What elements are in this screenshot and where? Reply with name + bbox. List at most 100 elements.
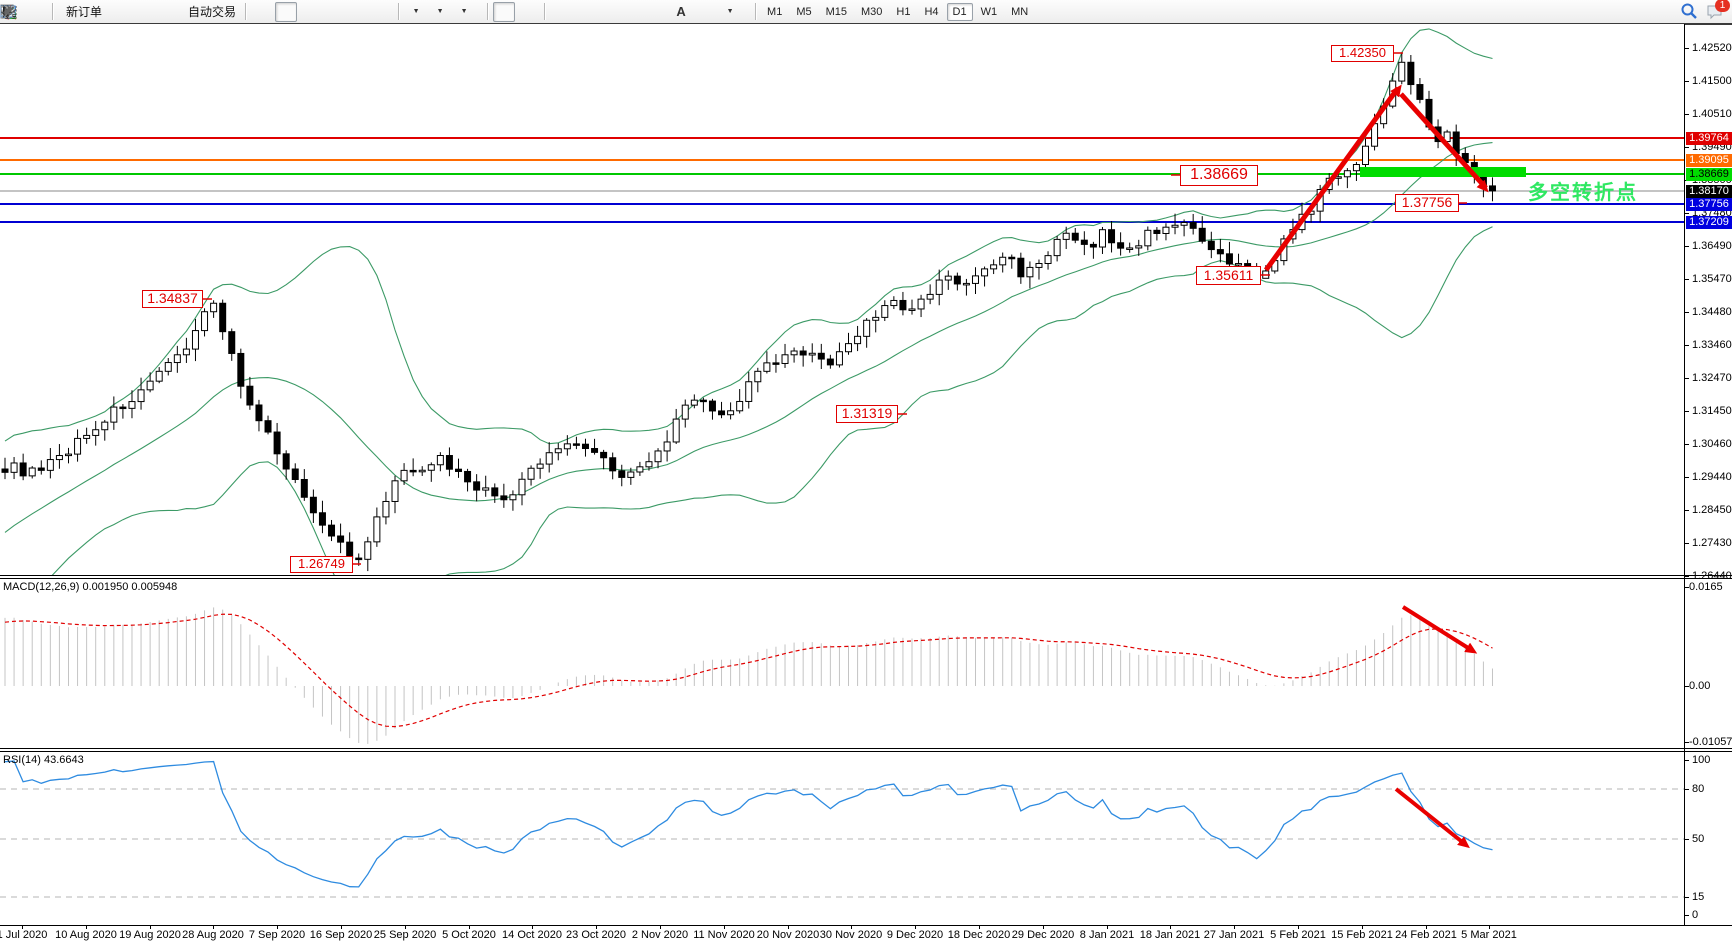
candle [1035,262,1043,268]
price-annotation-1.35611[interactable]: 1.35611 [1196,266,1261,285]
timeframe-button-W1[interactable]: W1 [980,5,998,18]
chart-preview-icon[interactable] [0,2,47,22]
candle [808,352,816,356]
search-button[interactable] [1681,1,1703,21]
date-label: 16 Sep 2020 [309,929,373,941]
price-annotation-1.34837[interactable]: 1.34837 [142,290,203,308]
candle [627,471,635,478]
candle [935,279,943,295]
fibonacci-tool[interactable]: E [1,2,644,22]
timeframe-button-D1[interactable]: D1 [946,2,973,21]
crosshair-tool-button[interactable] [1,2,539,22]
signals-icon[interactable] [2,2,178,22]
date-axis[interactable]: 1 Jul 2020 10 Aug 2020 19 Aug 2020 28 Aug 2… [0,926,1732,942]
candle [581,443,589,450]
periods-clock-button[interactable]: ▼ [1,2,450,22]
bar-chart-mode-button[interactable] [2,2,273,22]
candle [826,358,834,366]
candle [999,256,1007,266]
timeframe-button-H4[interactable]: H4 [924,5,939,18]
price-annotation-1.31319[interactable]: 1.31319 [836,405,898,423]
date-tick [979,926,980,929]
date-label: 27 Jan 2021 [1203,929,1265,941]
tile-windows-button[interactable] [1,2,393,22]
candle [482,487,490,491]
candle [1126,247,1134,250]
indicators-button[interactable]: ▼ [0,2,426,22]
profile-icon[interactable] [1,2,130,22]
price-annotation-1.26749[interactable]: 1.26749 [290,556,353,573]
date-tick [405,926,406,929]
candle [1235,263,1243,266]
notifications-button[interactable]: 1 [1705,0,1730,21]
date-tick [1170,926,1171,929]
zoom-in-button[interactable] [1,2,345,22]
text-tool[interactable]: A [676,4,686,19]
candle [64,453,72,457]
timeframe-button-MN[interactable]: MN [1011,5,1029,18]
candle [1071,232,1079,241]
grid-tool[interactable]: F [1,2,668,22]
candle [355,557,363,561]
templates-button[interactable]: ▼ [0,2,474,22]
price-annotation-1.38669[interactable]: 1.38669 [1180,165,1258,186]
rsi-scale-label: 80 [1692,783,1705,795]
candle [409,469,417,473]
trend_down-arrow[interactable] [1399,92,1489,193]
new-order-button[interactable]: 新订单 [1,2,106,22]
cursor-tool-button[interactable] [3,1,516,22]
chevron-down-icon: ▼ [436,8,444,15]
candle [373,516,381,543]
candle [863,319,871,337]
candle [1362,145,1369,166]
candle [890,299,898,307]
autotrade-button[interactable]: 自动交易 [0,2,240,22]
candle [1352,164,1360,172]
macd-indicator-chart[interactable] [0,579,1684,748]
timeframe-button-M30[interactable]: M30 [861,5,883,18]
bb-middle-band[interactable] [4,142,1493,533]
candle [681,404,689,420]
candle [527,467,535,480]
main-price-chart[interactable] [0,24,1684,577]
timeframe-group: M1 M5 M15 M30 H1 H4 D1 W1 MN [760,2,1035,21]
trend_up-arrow[interactable] [1263,84,1402,272]
arrows-tool[interactable]: ▼ [4,2,740,22]
panel-separator[interactable] [0,575,1732,579]
candle-chart-mode-button[interactable] [2,1,298,22]
date-label: 24 Feb 2021 [1395,929,1457,941]
panel-separator[interactable] [0,748,1732,752]
rsi-indicator-chart[interactable] [0,752,1684,925]
candle [518,478,526,496]
text-label-tool[interactable]: T [1,2,716,22]
rsi-down-arrow[interactable] [1394,787,1470,849]
bb-upper-band[interactable] [4,28,1493,445]
timeframe-button-M5[interactable]: M5 [796,5,812,18]
date-tick [213,926,214,929]
price-axis[interactable]: 1.425201.415001.405101.394901.385001.374… [1684,24,1732,926]
timeframe-button-M1[interactable]: M1 [767,5,783,18]
vertical-line-tool[interactable] [5,2,572,22]
timeframe-button-M15[interactable]: M15 [825,5,847,18]
timeframe-button-H1[interactable]: H1 [896,5,911,18]
axis-tick [1685,587,1689,588]
candle [781,354,789,364]
macd-signal-line[interactable] [4,613,1493,728]
candle [908,308,916,311]
price-annotation-1.42350[interactable]: 1.42350 [1331,45,1394,62]
community-icon[interactable] [2,2,154,22]
macd-down-arrow[interactable] [1401,605,1478,654]
axis-tick [1685,510,1689,511]
zoom-out-button[interactable] [1,2,369,22]
trendline-tool[interactable] [1,2,620,22]
candle [382,500,390,518]
line-chart-mode-button[interactable] [0,2,321,22]
candle [990,264,998,270]
price-annotation-1.37756[interactable]: 1.37756 [1395,194,1459,212]
date-label: 28 Aug 2020 [182,929,244,941]
horizontal-line-tool[interactable] [1,2,596,22]
rsi-scale-label: 15 [1692,891,1705,903]
support-zone-bar[interactable] [1360,167,1526,177]
rsi-line[interactable] [4,760,1493,888]
date-label: 15 Feb 2021 [1331,929,1393,941]
